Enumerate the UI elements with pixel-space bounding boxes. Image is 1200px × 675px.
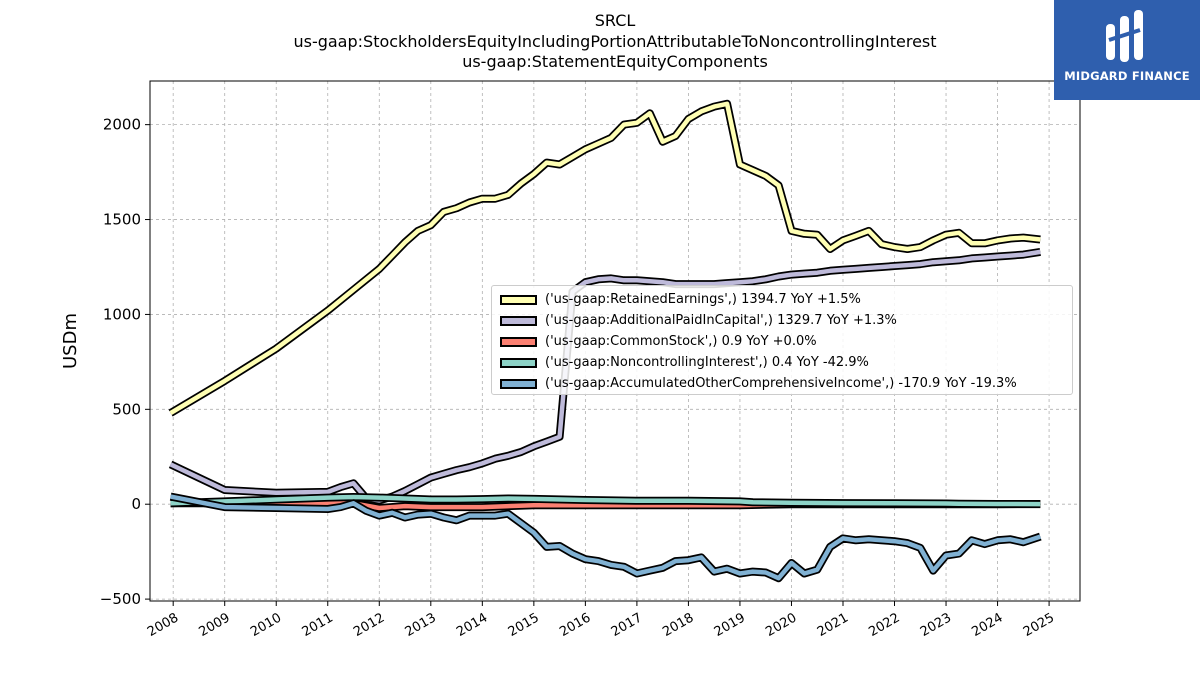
legend-swatch-retained-earnings	[500, 294, 537, 305]
legend-item: ('us-gaap:RetainedEarnings',) 1394.7 YoY…	[500, 289, 1064, 310]
x-tick-label: 2017	[609, 610, 645, 640]
x-axis: 2008 2009 2010 2011 2012 2013 2014 2015 2016 2017…	[145, 601, 1057, 640]
legend-label: ('us-gaap:NoncontrollingInterest',) 0.4 …	[545, 355, 869, 370]
chart-title-concept: us-gaap:StockholdersEquityIncludingPorti…	[293, 32, 937, 51]
y-axis: −500 0 500 1000 1500 2000	[100, 116, 150, 608]
legend-item: ('us-gaap:AdditionalPaidInCapital',) 132…	[500, 310, 1064, 331]
legend-label: ('us-gaap:AccumulatedOtherComprehensiveI…	[545, 376, 1017, 391]
x-tick-label: 2020	[763, 610, 799, 640]
x-tick-label: 2008	[145, 610, 181, 640]
legend-item: ('us-gaap:CommonStock',) 0.9 YoY +0.0%	[500, 331, 1064, 352]
legend-label: ('us-gaap:CommonStock',) 0.9 YoY +0.0%	[545, 334, 817, 349]
series-layer	[168, 99, 1042, 583]
chart-title-group: us-gaap:StatementEquityComponents	[462, 52, 768, 71]
x-tick-label: 2012	[351, 610, 387, 640]
x-tick-label: 2015	[506, 610, 542, 640]
x-tick-label: 2023	[918, 610, 954, 640]
y-tick-label: 500	[112, 400, 141, 418]
x-tick-label: 2009	[197, 610, 233, 640]
plot-frame	[149, 80, 1081, 602]
legend-swatch-common-stock	[500, 336, 537, 347]
x-tick-label: 2013	[403, 610, 439, 640]
logo-text: MIDGARD FINANCE	[1064, 69, 1190, 83]
x-tick-label: 2010	[248, 610, 284, 640]
series-line-aoci	[170, 494, 1042, 581]
legend-swatch-noncontrolling	[500, 357, 537, 368]
series-line-apic	[169, 249, 1041, 503]
y-tick-label: 0	[131, 495, 141, 513]
midgard-finance-logo: MIDGARD FINANCE	[1054, 0, 1200, 100]
y-tick-label: 1500	[103, 211, 141, 229]
x-tick-label: 2025	[1021, 610, 1057, 640]
legend-label: ('us-gaap:RetainedEarnings',) 1394.7 YoY…	[545, 292, 861, 307]
y-tick-label: −500	[100, 590, 141, 608]
series-line-noncontrolling-interest	[170, 494, 1041, 507]
x-tick-label: 2024	[969, 610, 1005, 640]
y-tick-label: 2000	[103, 116, 141, 134]
legend: ('us-gaap:RetainedEarnings',) 1394.7 YoY…	[491, 285, 1073, 395]
x-tick-label: 2018	[660, 610, 696, 640]
legend-swatch-aoci	[500, 378, 537, 389]
y-tick-label: 1000	[103, 305, 141, 323]
y-axis-label: USDm	[60, 313, 81, 369]
series-line-retained-earnings	[169, 101, 1041, 416]
legend-swatch-apic	[500, 315, 537, 326]
logo-mark-icon	[1106, 10, 1143, 62]
x-tick-label: 2021	[815, 610, 851, 640]
x-tick-label: 2011	[300, 610, 336, 640]
legend-item: ('us-gaap:AccumulatedOtherComprehensiveI…	[500, 373, 1064, 394]
legend-label: ('us-gaap:AdditionalPaidInCapital',) 132…	[545, 313, 897, 328]
x-tick-label: 2014	[454, 610, 490, 640]
x-tick-label: 2022	[866, 610, 902, 640]
x-tick-label: 2019	[712, 610, 748, 640]
chart-title-ticker: SRCL	[594, 11, 636, 30]
legend-item: ('us-gaap:NoncontrollingInterest',) 0.4 …	[500, 352, 1064, 373]
x-tick-label: 2016	[557, 610, 593, 640]
